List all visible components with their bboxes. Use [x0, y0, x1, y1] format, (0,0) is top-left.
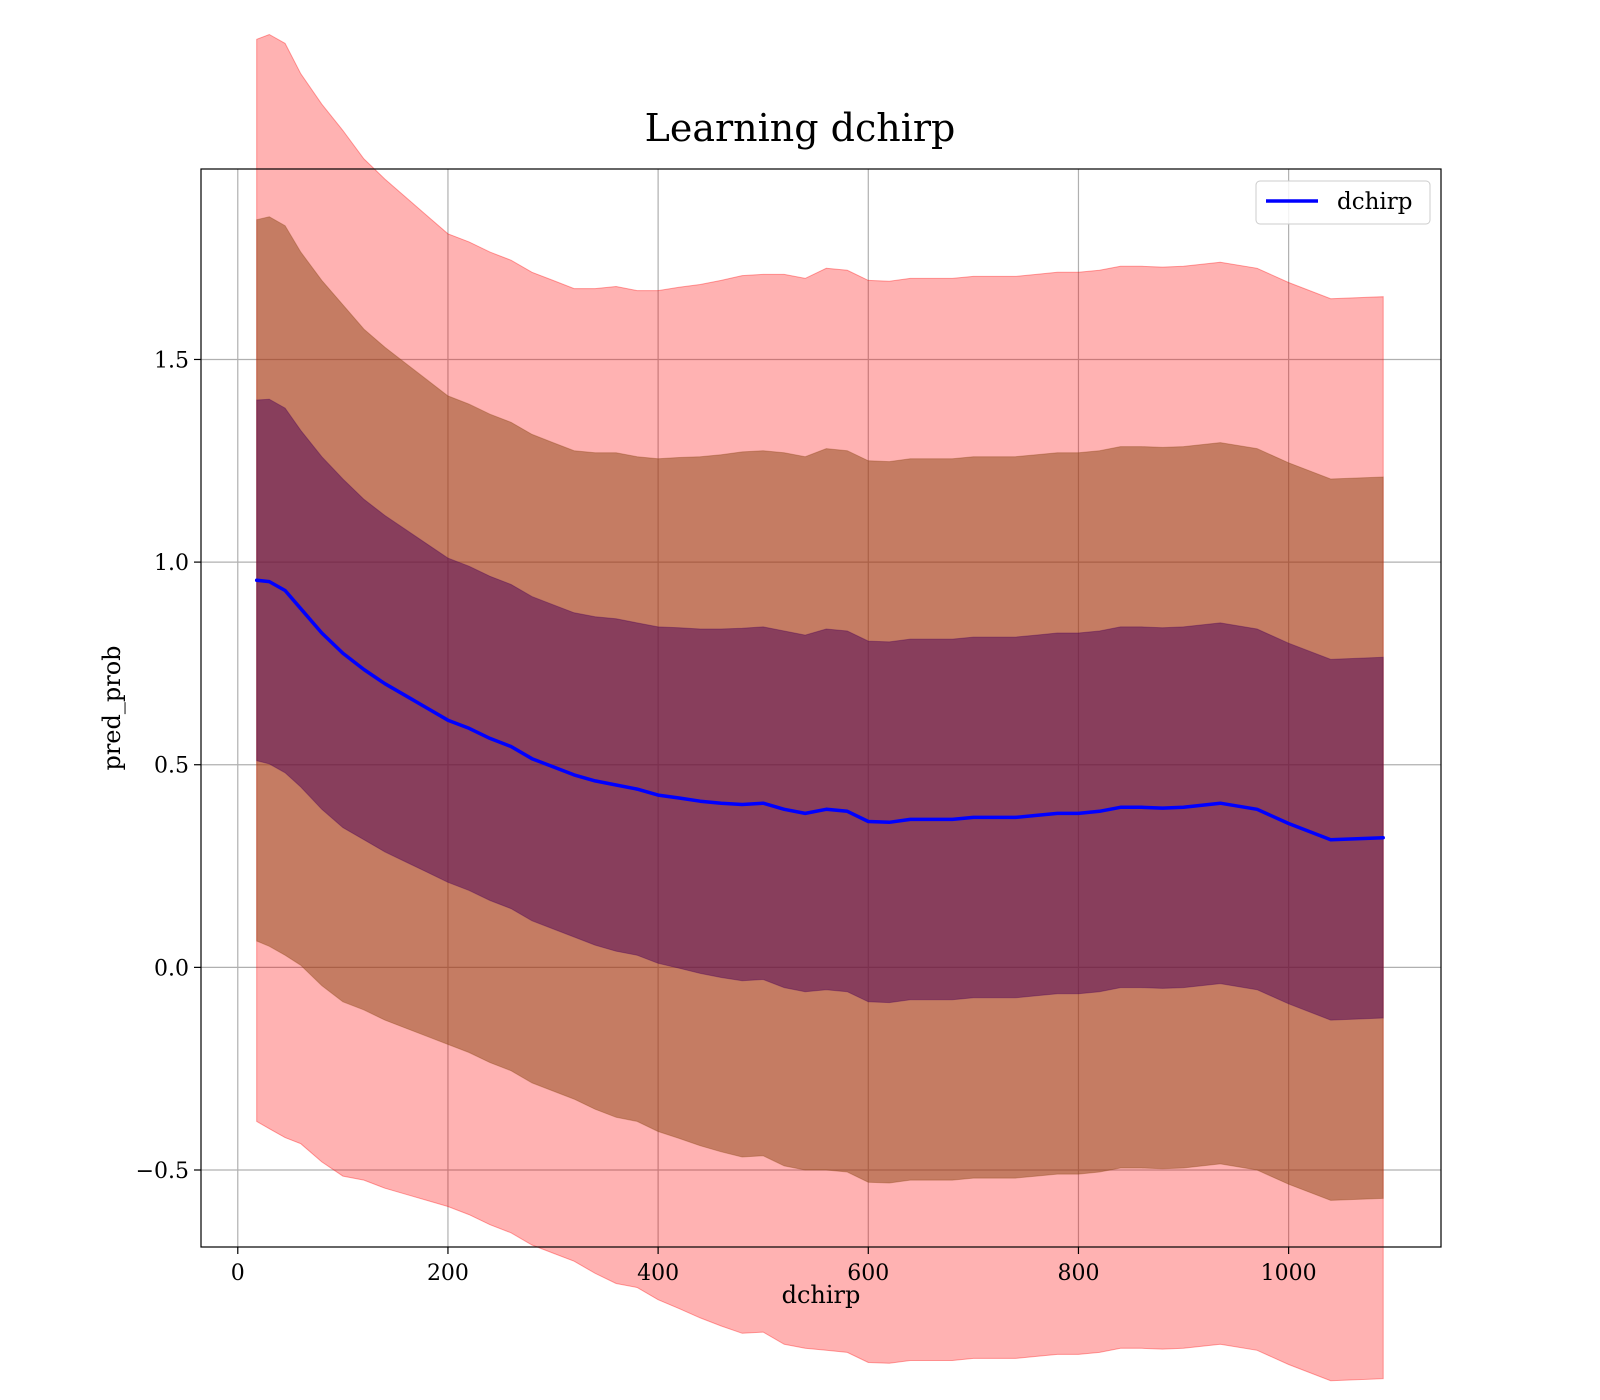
- x-axis-ticks: 0 200 400 600 800 1000: [231, 1247, 1317, 1286]
- x-tick-label: 200: [427, 1261, 469, 1286]
- x-tick-label: 800: [1057, 1261, 1099, 1286]
- x-tick-label: 400: [637, 1261, 679, 1286]
- std-bands: [256, 33, 1384, 1382]
- x-tick-label: 1000: [1261, 1261, 1317, 1286]
- y-tick-label: 0.5: [154, 754, 189, 779]
- plot-frame: [200, 168, 1442, 1248]
- y-axis-ticks: −0.5 0.0 0.5 1.0 1.5: [136, 348, 201, 1184]
- x-tick-label: 0: [231, 1261, 245, 1286]
- x-tick-label: 600: [847, 1261, 889, 1286]
- y-axis-label: pred_prob: [98, 645, 126, 770]
- y-tick-label: 1.0: [154, 551, 189, 576]
- legend-box: [1255, 180, 1431, 225]
- legend-label-dchirp: dchirp: [1337, 189, 1413, 215]
- band-1-std: [256, 398, 1384, 1021]
- series-line-dchirp: [254, 578, 1385, 842]
- series-lines: [254, 578, 1385, 842]
- x-axis-label: dchirp: [782, 1281, 861, 1309]
- y-tick-label: −0.5: [136, 1159, 189, 1184]
- chart-title: Learning dchirp: [645, 106, 956, 150]
- y-tick-label: 1.5: [154, 348, 189, 373]
- legend: dchirp: [1255, 180, 1431, 225]
- y-tick-label: 0.0: [154, 956, 189, 981]
